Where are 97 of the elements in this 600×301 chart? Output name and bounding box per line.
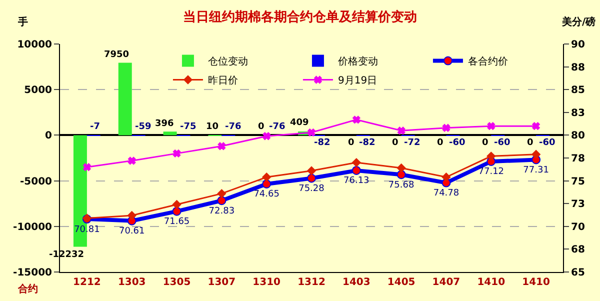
legend-label: 仓位变动 xyxy=(208,56,248,68)
y2-tick-label: 68 xyxy=(571,244,585,256)
y2-tick-label: 88 xyxy=(571,62,585,74)
point xyxy=(487,122,496,130)
x-tick-label: 1310 xyxy=(252,277,281,288)
data-label: -59 xyxy=(135,122,152,132)
point xyxy=(172,200,182,209)
data-label: 0 xyxy=(258,122,264,132)
point xyxy=(532,150,540,159)
data-label: -82 xyxy=(359,138,376,148)
point xyxy=(397,126,406,135)
legend-label: 9月19日 xyxy=(338,76,378,87)
y-tick-label: 0 xyxy=(45,130,52,142)
x-tick-label: 1410 xyxy=(522,277,550,288)
point xyxy=(262,132,270,140)
data-label: 0 xyxy=(527,138,534,148)
point xyxy=(442,124,450,132)
y2-tick-label: 73 xyxy=(571,199,585,210)
data-label: 7950 xyxy=(104,50,130,60)
y-tick-label: -15000 xyxy=(13,268,52,278)
data-label: 71.65 xyxy=(164,217,190,228)
point xyxy=(218,142,226,150)
data-label: 77.31 xyxy=(523,165,549,176)
legend-label: 各合约价 xyxy=(468,56,508,68)
y2-tick-label: 80 xyxy=(571,130,585,142)
point xyxy=(352,158,361,167)
point xyxy=(83,163,91,172)
data-label: -72 xyxy=(404,138,420,148)
point xyxy=(172,150,181,158)
y-tick-label: 10000 xyxy=(17,40,52,50)
y2-tick-label: 78 xyxy=(571,154,585,164)
y2-tick-label: 75 xyxy=(571,176,585,188)
data-label: 75.28 xyxy=(298,184,325,194)
x-tick-label: 1212 xyxy=(73,277,101,288)
data-label: -76 xyxy=(225,122,242,132)
data-label: 0 xyxy=(392,138,398,148)
data-label: 0 xyxy=(437,138,444,148)
y-tick-label: 5000 xyxy=(24,85,52,96)
data-label: 10 xyxy=(206,122,219,132)
data-label: -82 xyxy=(314,138,330,148)
legend-label: 昨日价 xyxy=(208,74,238,87)
data-label: 70.61 xyxy=(118,226,145,237)
data-label: 77.12 xyxy=(478,167,504,178)
x-tick-label: 1312 xyxy=(298,277,326,288)
data-label: -75 xyxy=(180,122,196,132)
data-label: 0 xyxy=(482,138,488,148)
point xyxy=(128,156,136,165)
point xyxy=(217,189,226,198)
point xyxy=(532,122,540,130)
point xyxy=(307,174,316,183)
data-label: 74.65 xyxy=(254,190,280,200)
data-label: 75.68 xyxy=(388,180,414,190)
data-label: -76 xyxy=(269,122,286,132)
point xyxy=(396,164,406,172)
point xyxy=(352,166,361,175)
x-tick-label: 1305 xyxy=(162,277,191,288)
data-label: -60 xyxy=(539,138,556,148)
data-label: 396 xyxy=(155,119,174,129)
point xyxy=(352,116,360,124)
data-label: -60 xyxy=(449,138,466,148)
y2-tick-label: 85 xyxy=(571,85,585,96)
chart-title: 当日纽约期棉各期合约仓单及结算价变动 xyxy=(183,9,417,26)
point xyxy=(172,206,182,216)
data-label: 76.13 xyxy=(344,176,370,186)
y2-tick-label: 70 xyxy=(571,222,585,233)
data-label: -7 xyxy=(90,122,100,132)
x-tick-label: 1303 xyxy=(118,277,146,288)
bar xyxy=(163,132,177,136)
point xyxy=(217,196,226,206)
data-label: 409 xyxy=(290,118,309,128)
point xyxy=(127,211,136,220)
data-label: 74.78 xyxy=(433,188,460,199)
x-tick-label: 1403 xyxy=(342,277,370,288)
y2-tick-label: 90 xyxy=(571,40,585,50)
x-axis-title: 合约 xyxy=(17,283,38,295)
x-tick-label: 1410 xyxy=(477,277,506,288)
y2-tick-label: 83 xyxy=(571,108,585,119)
x-tick-label: 1407 xyxy=(432,277,460,288)
legend-label: 价格变动 xyxy=(336,56,378,68)
point xyxy=(307,166,316,176)
point xyxy=(396,170,406,180)
x-tick-label: 1405 xyxy=(387,277,416,288)
data-label: -60 xyxy=(494,138,510,148)
y2-axis-title: 美分/磅 xyxy=(561,16,596,28)
y-axis-title: 手 xyxy=(17,16,28,28)
data-label: 0 xyxy=(348,138,354,148)
point xyxy=(262,172,271,182)
point xyxy=(486,152,496,161)
point xyxy=(262,179,272,188)
x-tick-label: 1307 xyxy=(208,277,236,288)
bar xyxy=(118,62,132,136)
data-label: 72.83 xyxy=(208,206,235,216)
y2-tick-label: 65 xyxy=(571,268,585,278)
y-tick-label: -5000 xyxy=(20,176,52,188)
y-tick-label: -10000 xyxy=(13,222,52,233)
point xyxy=(308,128,316,136)
point xyxy=(442,172,451,182)
